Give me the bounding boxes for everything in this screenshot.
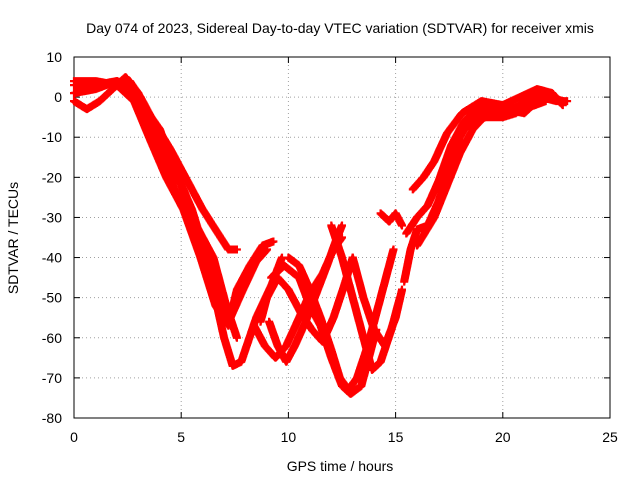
series-track-16 <box>408 85 567 194</box>
chart-title: Day 074 of 2023, Sidereal Day-to-day VTE… <box>86 20 594 36</box>
y-axis-label: SDTVAR / TECUs <box>5 182 21 294</box>
x-tick-label: 15 <box>388 429 404 445</box>
series-track-18 <box>413 97 550 250</box>
data-point-markers <box>376 209 406 230</box>
y-tick-label: 0 <box>54 89 62 105</box>
series-track-5 <box>125 77 241 254</box>
y-tick-label: -80 <box>42 410 62 426</box>
x-tick-label: 0 <box>70 429 78 445</box>
y-tick-label: -40 <box>42 250 62 266</box>
x-tick-label: 25 <box>602 429 618 445</box>
y-tick-label: -10 <box>42 129 62 145</box>
series-track-13 <box>376 209 406 230</box>
x-tick-label: 20 <box>495 429 511 445</box>
data-point-markers <box>408 85 567 194</box>
plot-frame <box>73 56 611 419</box>
y-tick-label: -30 <box>42 209 62 225</box>
axis-ticks: 0 5 10 15 20 25 10 0 -10 -20 -30 -40 -50 -60 -70 -80 <box>42 49 618 445</box>
data-point-markers <box>400 93 572 286</box>
x-tick-label: 5 <box>177 429 185 445</box>
x-axis-label: GPS time / hours <box>287 458 394 474</box>
y-tick-label: -60 <box>42 330 62 346</box>
y-tick-label: 10 <box>46 49 62 65</box>
series-track-14 <box>400 93 572 286</box>
x-tick-label: 10 <box>281 429 297 445</box>
y-tick-label: -50 <box>42 290 62 306</box>
data-point-markers <box>348 253 406 350</box>
series-track-2 <box>70 77 278 330</box>
y-tick-label: -20 <box>42 169 62 185</box>
data-point-markers <box>413 97 550 250</box>
data-point-markers <box>125 77 241 254</box>
series-track-12 <box>348 253 406 350</box>
data-points <box>70 73 572 398</box>
y-tick-label: -70 <box>42 370 62 386</box>
data-point-markers <box>70 77 278 330</box>
